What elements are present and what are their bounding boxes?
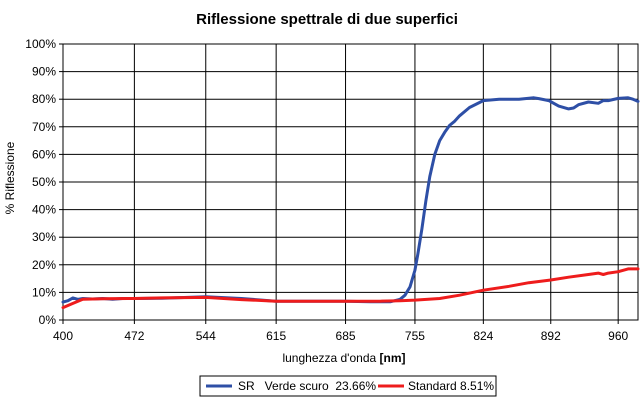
y-tick-label: 100% xyxy=(25,37,56,51)
x-axis-label: lunghezza d'onda [nm] xyxy=(282,351,405,365)
x-axis-label-text: lunghezza d'onda xyxy=(282,351,379,365)
legend-label-sr: SR Verde scuro 23.66% xyxy=(238,379,376,393)
x-tick-label: 544 xyxy=(196,329,216,343)
y-tick-label: 10% xyxy=(32,285,56,299)
x-axis-ticks: 400 472 544 615 685 755 824 892 960 xyxy=(53,320,629,343)
x-tick-label: 755 xyxy=(405,329,425,343)
x-tick-label: 615 xyxy=(266,329,286,343)
x-tick-label: 685 xyxy=(336,329,356,343)
y-tick-label: 30% xyxy=(32,230,56,244)
y-axis-label: % Riflessione xyxy=(3,141,17,214)
y-tick-label: 70% xyxy=(32,120,56,134)
legend-label-standard: Standard 8.51% xyxy=(408,379,494,393)
x-tick-label: 960 xyxy=(608,329,628,343)
x-tick-label: 472 xyxy=(124,329,144,343)
y-tick-label: 20% xyxy=(32,258,56,272)
y-axis-ticks: 0% 10% 20% 30% 40% 50% 60% 70% 80% 90% 100% xyxy=(25,37,63,327)
legend-box xyxy=(199,375,497,397)
chart-title: Riflessione spettrale di due superfici xyxy=(196,11,458,28)
grid-lines xyxy=(63,44,638,320)
y-tick-label: 0% xyxy=(39,313,57,327)
x-axis-label-unit: [nm] xyxy=(380,351,406,365)
y-tick-label: 90% xyxy=(32,65,56,79)
legend: SR Verde scuro 23.66% Standard 8.51% xyxy=(199,375,497,397)
x-tick-label: 400 xyxy=(53,329,73,343)
y-tick-label: 60% xyxy=(32,147,56,161)
series-standard-line xyxy=(61,267,640,310)
y-tick-label: 80% xyxy=(32,92,56,106)
y-tick-label: 40% xyxy=(32,203,56,217)
x-tick-label: 892 xyxy=(541,329,561,343)
x-tick-label: 824 xyxy=(473,329,493,343)
y-tick-label: 50% xyxy=(32,175,56,189)
series-layer xyxy=(61,96,640,310)
